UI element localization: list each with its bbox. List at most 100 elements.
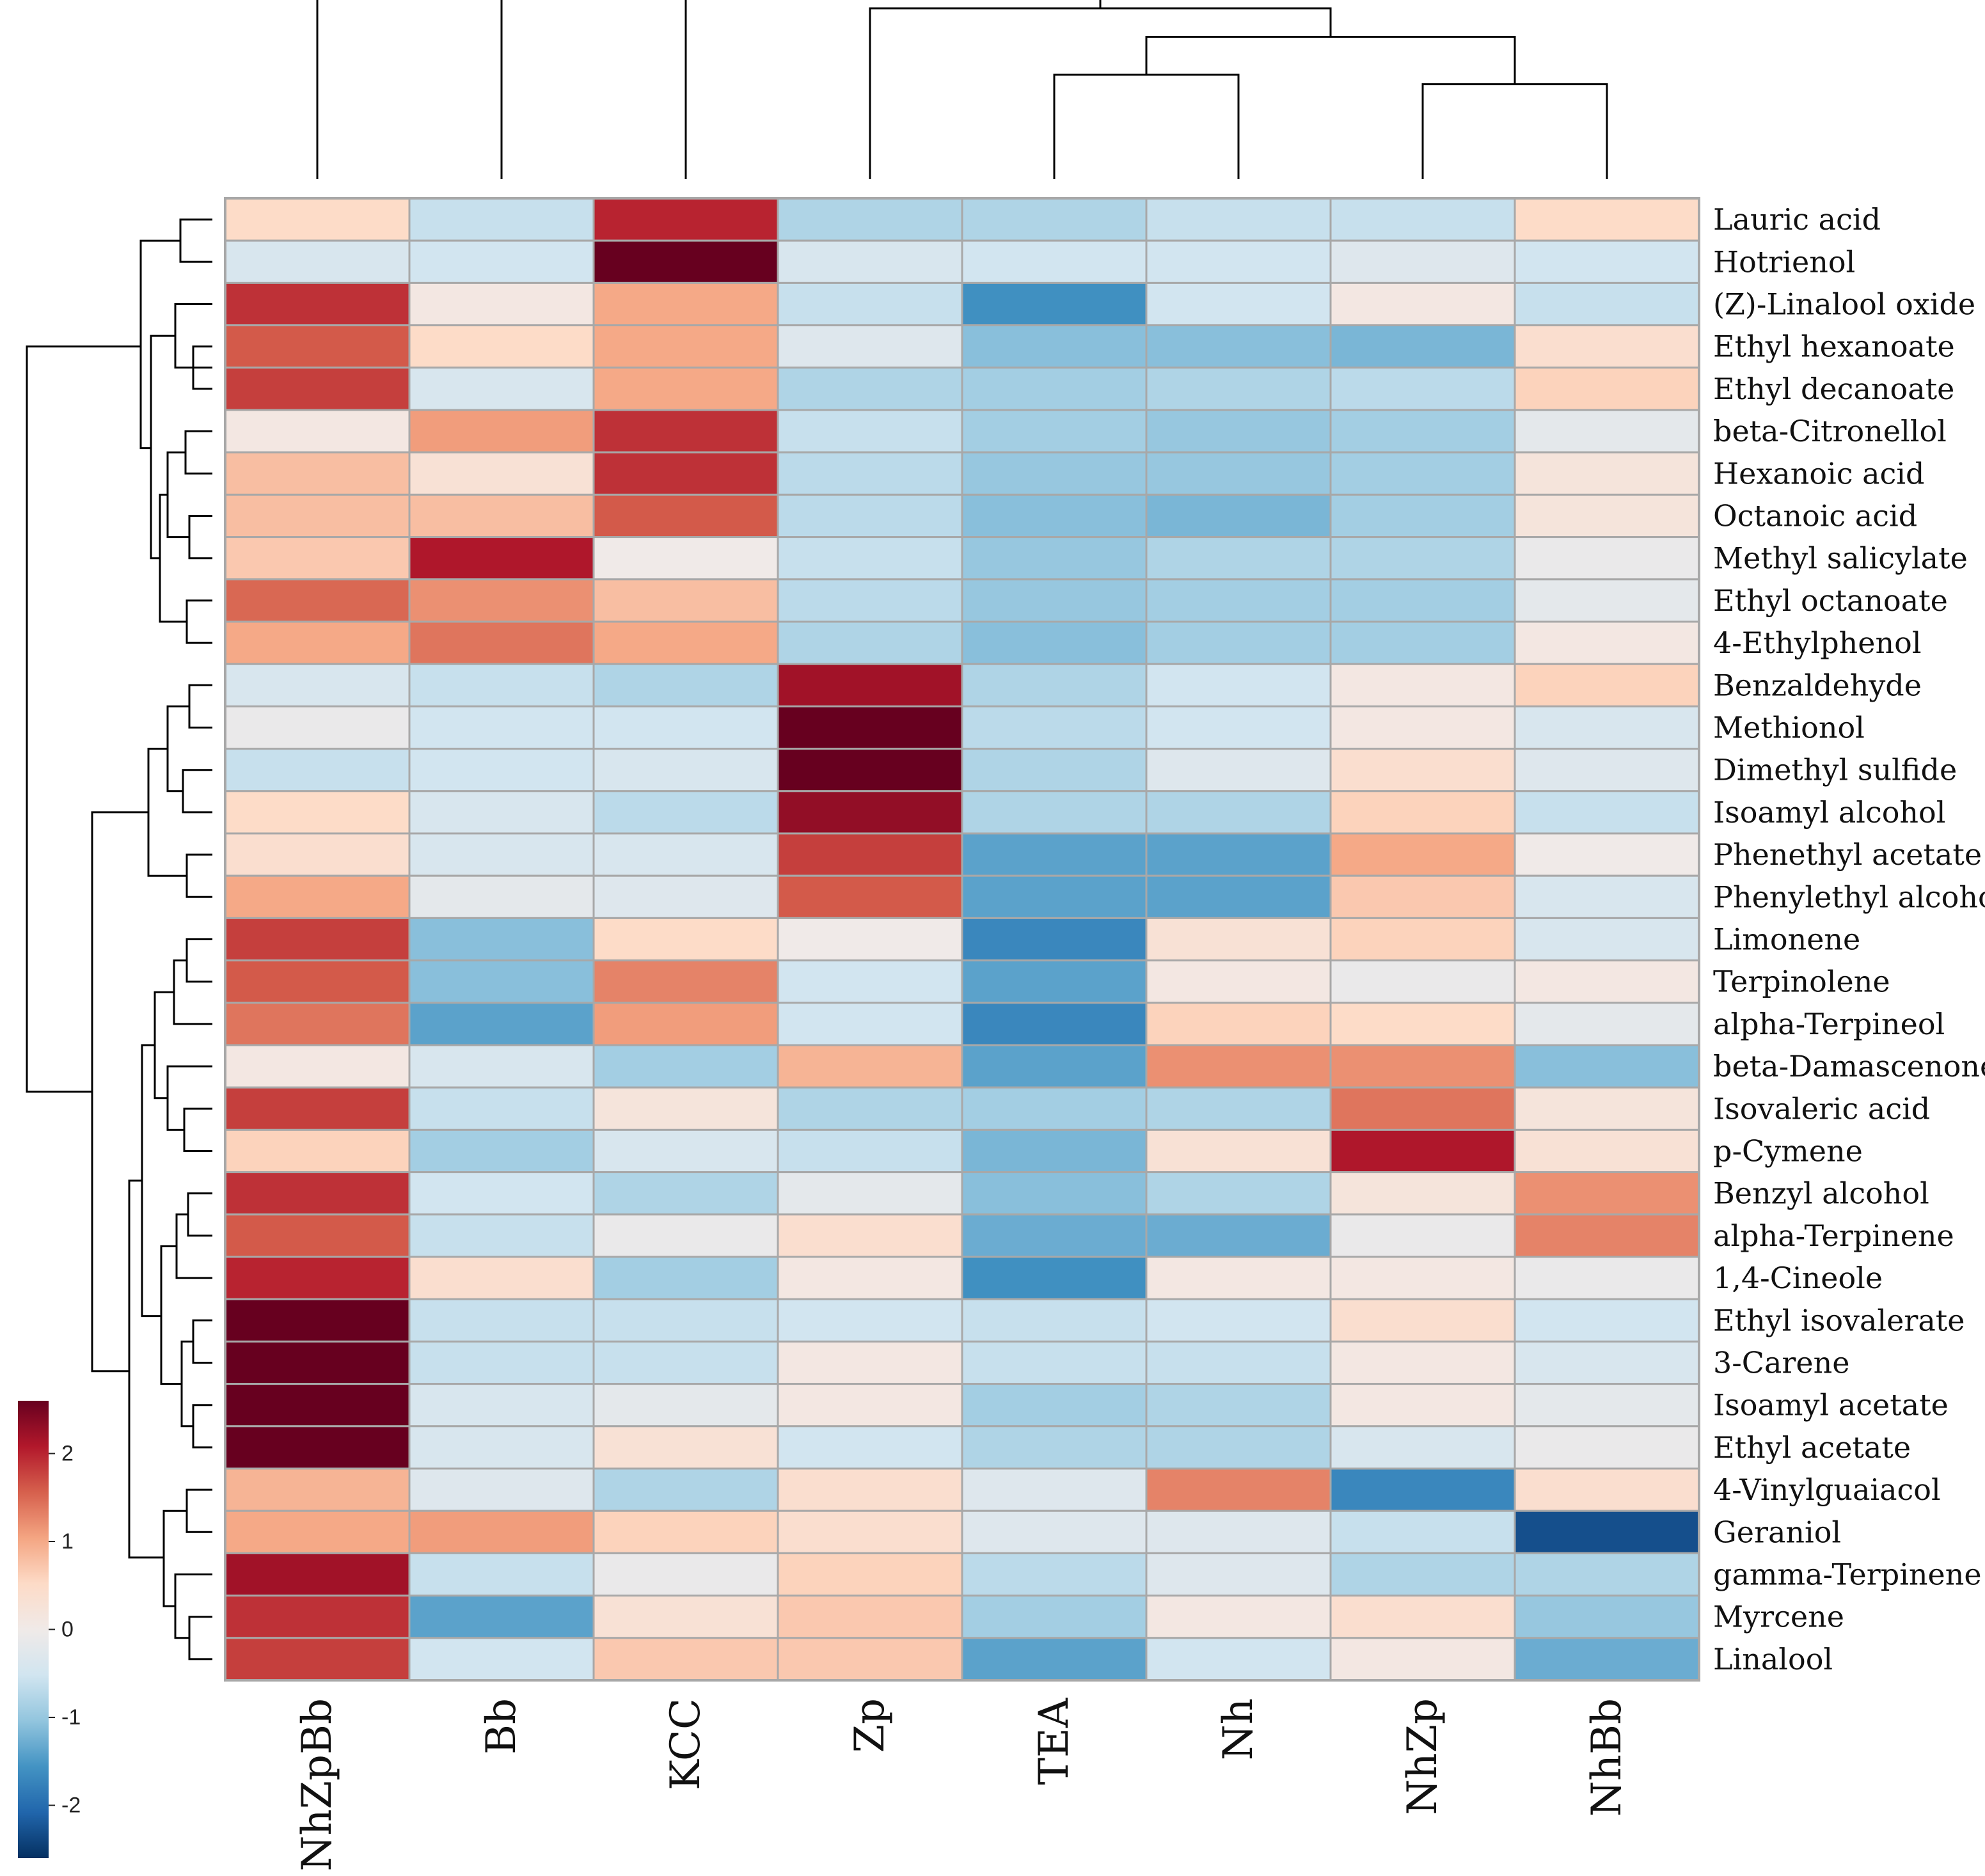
heatmap-cell xyxy=(777,1213,963,1258)
heatmap-cell xyxy=(961,1213,1148,1258)
row-label: Geraniol xyxy=(1713,1515,1841,1549)
dendrogram-branch xyxy=(160,1245,182,1385)
heatmap-cell xyxy=(1514,1171,1700,1216)
heatmap-cell xyxy=(777,239,963,284)
heatmap-cell xyxy=(408,409,595,453)
heatmap-cell xyxy=(592,1637,779,1682)
dendrogram-branch xyxy=(869,7,1332,179)
heatmap-cell xyxy=(1329,748,1516,792)
row-label: alpha-Terpineol xyxy=(1713,1007,1945,1041)
heatmap-cell xyxy=(961,409,1148,453)
heatmap-cell xyxy=(1329,281,1516,327)
heatmap-cell xyxy=(1514,536,1700,581)
heatmap-cell xyxy=(408,197,595,242)
heatmap-cell xyxy=(777,367,963,411)
heatmap-cell xyxy=(1329,1044,1516,1089)
dendrogram-branch xyxy=(192,1319,212,1364)
heatmap-cell xyxy=(777,959,963,1004)
heatmap-cell xyxy=(1145,959,1332,1004)
heatmap-cell xyxy=(592,917,779,962)
dendrogram-branch xyxy=(173,959,212,1025)
heatmap-cell xyxy=(592,1467,779,1512)
heatmap-cell xyxy=(1329,874,1516,919)
heatmap-cell xyxy=(1329,197,1516,242)
dendrogram-branch xyxy=(192,1404,212,1449)
heatmap-cell xyxy=(408,790,595,835)
heatmap-cell xyxy=(224,324,411,369)
heatmap-cell xyxy=(961,832,1148,877)
column-label: NhZp xyxy=(1399,1698,1446,1815)
heatmap-cell xyxy=(777,663,963,707)
heatmap-cell xyxy=(1514,748,1700,792)
heatmap-cell xyxy=(1514,239,1700,284)
heatmap-cell xyxy=(1514,367,1700,411)
dendrogram-branch xyxy=(139,239,180,450)
heatmap-cell xyxy=(408,1552,595,1597)
heatmap-cell xyxy=(1329,1128,1516,1174)
heatmap-cell xyxy=(1329,1002,1516,1046)
heatmap-cell xyxy=(777,917,963,962)
heatmap-cell xyxy=(408,1467,595,1512)
dendrogram-branch xyxy=(1421,83,1608,179)
heatmap-cell xyxy=(1145,748,1332,792)
heatmap-cell xyxy=(1329,620,1516,665)
heatmap-cell xyxy=(1514,1086,1700,1131)
dendrogram-branch xyxy=(91,811,148,1373)
heatmap-cell xyxy=(1514,705,1700,750)
heatmap-cell xyxy=(777,1467,963,1512)
heatmap-cell xyxy=(408,1509,595,1554)
heatmap-cell xyxy=(1329,367,1516,411)
dendrogram-branch xyxy=(187,1192,212,1237)
row-label: Hotrienol xyxy=(1713,244,1855,279)
heatmap-cell xyxy=(408,620,595,665)
heatmap-cell xyxy=(777,1552,963,1597)
heatmap-cell xyxy=(408,239,595,284)
column-labels: NhZpBb Bb KCC Zp TEA Nh NhZp NhBb xyxy=(294,1698,1631,1871)
legend-tick-label: -2 xyxy=(61,1793,81,1818)
heatmap-cell xyxy=(592,790,779,835)
heatmap-cell xyxy=(777,1425,963,1470)
heatmap-cell xyxy=(961,1044,1148,1089)
heatmap-cell xyxy=(777,832,963,877)
heatmap-cell xyxy=(777,1002,963,1046)
row-label: Ethyl acetate xyxy=(1713,1430,1911,1465)
heatmap-cell xyxy=(961,917,1148,962)
heatmap-cell xyxy=(961,1637,1148,1682)
heatmap-cell xyxy=(592,324,779,369)
heatmap-cell xyxy=(592,1509,779,1554)
column-label: NhZpBb xyxy=(294,1698,341,1872)
heatmap-cell xyxy=(592,1552,779,1597)
heatmap-cell xyxy=(408,748,595,792)
row-label: Phenethyl acetate xyxy=(1713,837,1982,872)
heatmap-cell xyxy=(1514,1552,1700,1597)
heatmap-cell xyxy=(592,620,779,665)
heatmap-cell xyxy=(1329,1213,1516,1258)
dendrogram-branch xyxy=(192,345,212,390)
heatmap-cell xyxy=(1329,324,1516,369)
heatmap-cell xyxy=(1145,1340,1332,1385)
heatmap-cell xyxy=(224,1298,411,1343)
heatmap-cell xyxy=(1329,1298,1516,1343)
dendrogram-branch xyxy=(1145,35,1516,84)
heatmap-cell xyxy=(224,197,411,242)
dendrogram-branch xyxy=(182,769,212,814)
heatmap-cell xyxy=(592,1298,779,1343)
heatmap-cell xyxy=(777,1256,963,1300)
heatmap-cell xyxy=(1514,1256,1700,1300)
heatmap-cell xyxy=(1145,1002,1332,1046)
heatmap-cell xyxy=(777,197,963,242)
heatmap-cell xyxy=(1514,324,1700,369)
heatmap-cell xyxy=(1145,620,1332,665)
heatmap-cell xyxy=(224,790,411,835)
heatmap-cell xyxy=(1514,1595,1700,1639)
row-labels: Lauric acid Hotrienol (Z)-Linalool oxide Et… xyxy=(1713,202,1985,1676)
row-label: Benzyl alcohol xyxy=(1713,1176,1929,1211)
heatmap-cell xyxy=(777,705,963,750)
heatmap-cell xyxy=(1329,409,1516,453)
heatmap-cell xyxy=(1329,1171,1516,1216)
column-label: Zp xyxy=(846,1698,894,1753)
row-label: Isovaleric acid xyxy=(1713,1091,1930,1126)
heatmap-cell xyxy=(592,1086,779,1131)
heatmap-cell xyxy=(1514,1044,1700,1089)
